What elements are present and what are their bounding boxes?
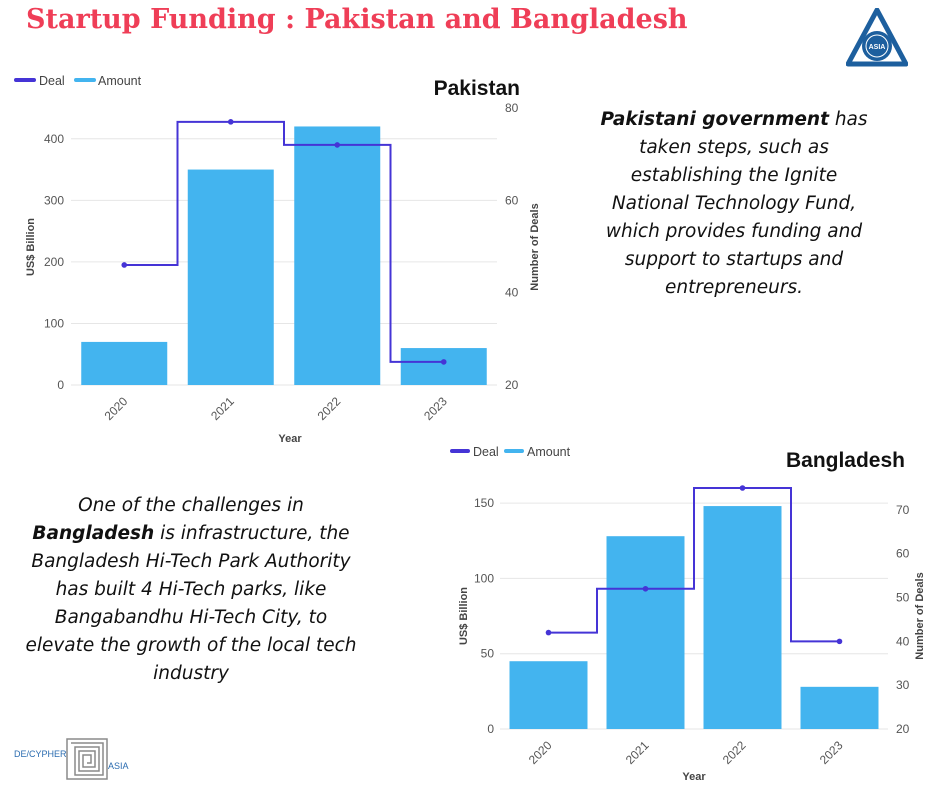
pakistan-deal-line [124,120,444,363]
legend-amount-label: Amount [527,445,571,459]
pakistan-legend: Deal Amount [14,74,142,88]
page-title: Startup Funding : Pakistan and Banglades… [26,4,688,35]
bangladesh-y-tick-label: 150 [474,496,494,510]
bangladesh-y-tick-label: 0 [487,722,494,736]
bangladesh-amount-bar-2021 [606,536,685,729]
pakistan-x-axis-label: Year [278,433,302,445]
legend-deal-swatch [450,449,470,453]
pakistan-x-tick-label: 2021 [208,394,237,423]
bangladesh-y2-tick-label: 40 [896,634,910,648]
bangladesh-deal-point-2022 [739,485,746,491]
pakistan-y-tick-label: 0 [57,378,64,392]
pakistan-description: Pakistani government has taken steps, su… [594,106,874,302]
bangladesh-amount-bar-2020 [509,661,588,729]
bangladesh-description-bold: Bangladesh [32,523,155,544]
bangladesh-x-tick-label: 2021 [623,738,652,767]
pakistan-y2-tick-label: 20 [505,378,519,392]
pakistan-y-tick-label: 300 [44,193,64,207]
decypher-asia-logo-icon: ASIA [846,8,908,67]
footer-logo: DE/CYPHER ASIA [14,736,146,780]
bangladesh-description: One of the challenges in Bangladesh is i… [24,492,358,688]
pakistan-y2-axis-label: Number of Deals [529,203,541,290]
pakistan-amount-bar-2021 [187,169,274,385]
bangladesh-y-tick-label: 100 [474,571,494,585]
pakistan-x-tick-label: 2022 [315,394,344,423]
pakistan-description-bold: Pakistani government [600,109,829,130]
bangladesh-amount-bar-2023 [800,686,879,729]
bangladesh-y2-tick-label: 70 [896,503,910,517]
bangladesh-amount-bar-2022 [703,506,782,729]
bangladesh-y-tick-label: 50 [481,647,495,661]
pakistan-amount-bar-2023 [400,348,487,385]
logo-text: ASIA [869,44,886,51]
legend-deal-swatch [14,78,36,82]
pakistan-amount-bar-2020 [81,341,168,385]
pakistan-amount-bar-2022 [294,126,381,385]
pakistan-y-tick-label: 100 [44,316,64,330]
pakistan-x-tick-label: 2020 [102,394,131,423]
bangladesh-x-axis-label: Year [682,771,706,783]
bangladesh-y2-tick-label: 20 [896,722,910,736]
bangladesh-deal-point-2023 [836,638,843,645]
footer-logo-left-text: DE/CYPHER [14,749,67,759]
pakistan-deal-point-2023 [440,359,447,365]
pakistan-deal-point-2021 [227,119,234,125]
bangladesh-x-tick-label: 2022 [720,738,749,767]
pakistan-x-tick-label: 2023 [421,394,450,423]
pakistan-y-axis-label: US$ Billion [25,218,37,276]
legend-amount-swatch [504,449,524,453]
pakistan-y-tick-label: 400 [44,132,64,146]
pakistan-deal-point-2022 [334,142,341,148]
bangladesh-y2-tick-label: 30 [896,678,910,692]
bangladesh-description-after: is infrastructure, the Bangladesh Hi-Tec… [25,523,357,684]
bangladesh-y2-tick-label: 60 [896,547,910,561]
bangladesh-legend: Deal Amount [450,445,571,459]
legend-deal-label: Deal [39,74,65,88]
bangladesh-deal-line [548,487,840,643]
bangladesh-x-tick-label: 2023 [817,738,846,767]
pakistan-chart: Pakistan Deal Amount 0 100 200 300 400 20 40 6… [14,74,541,445]
bangladesh-chart-title: Bangladesh [786,449,905,472]
legend-amount-label: Amount [98,74,142,88]
pakistan-deal-point-2020 [121,262,128,268]
pakistan-description-rest: has taken steps, such as establishing th… [605,109,868,298]
legend-amount-swatch [74,78,96,82]
bangladesh-x-tick-label: 2020 [526,738,555,767]
maze-icon [66,738,108,780]
legend-deal-label: Deal [473,445,499,459]
bangladesh-deal-point-2021 [642,585,649,592]
bangladesh-description-before: One of the challenges in [78,495,304,516]
bangladesh-y2-axis-label: Number of Deals [914,572,926,659]
bangladesh-chart: Bangladesh Deal Amount 0 50 100 150 20 30 40 5… [450,445,926,783]
pakistan-y-tick-label: 200 [44,255,64,269]
pakistan-chart-title: Pakistan [434,77,520,100]
footer-logo-right-text: ASIA [108,761,129,771]
pakistan-y2-tick-label: 60 [505,193,519,207]
pakistan-y2-tick-label: 80 [505,101,519,115]
bangladesh-deal-point-2020 [545,629,552,636]
bangladesh-y2-tick-label: 50 [896,591,910,605]
pakistan-y2-tick-label: 40 [505,286,519,300]
bangladesh-y-axis-label: US$ Billion [458,587,470,645]
